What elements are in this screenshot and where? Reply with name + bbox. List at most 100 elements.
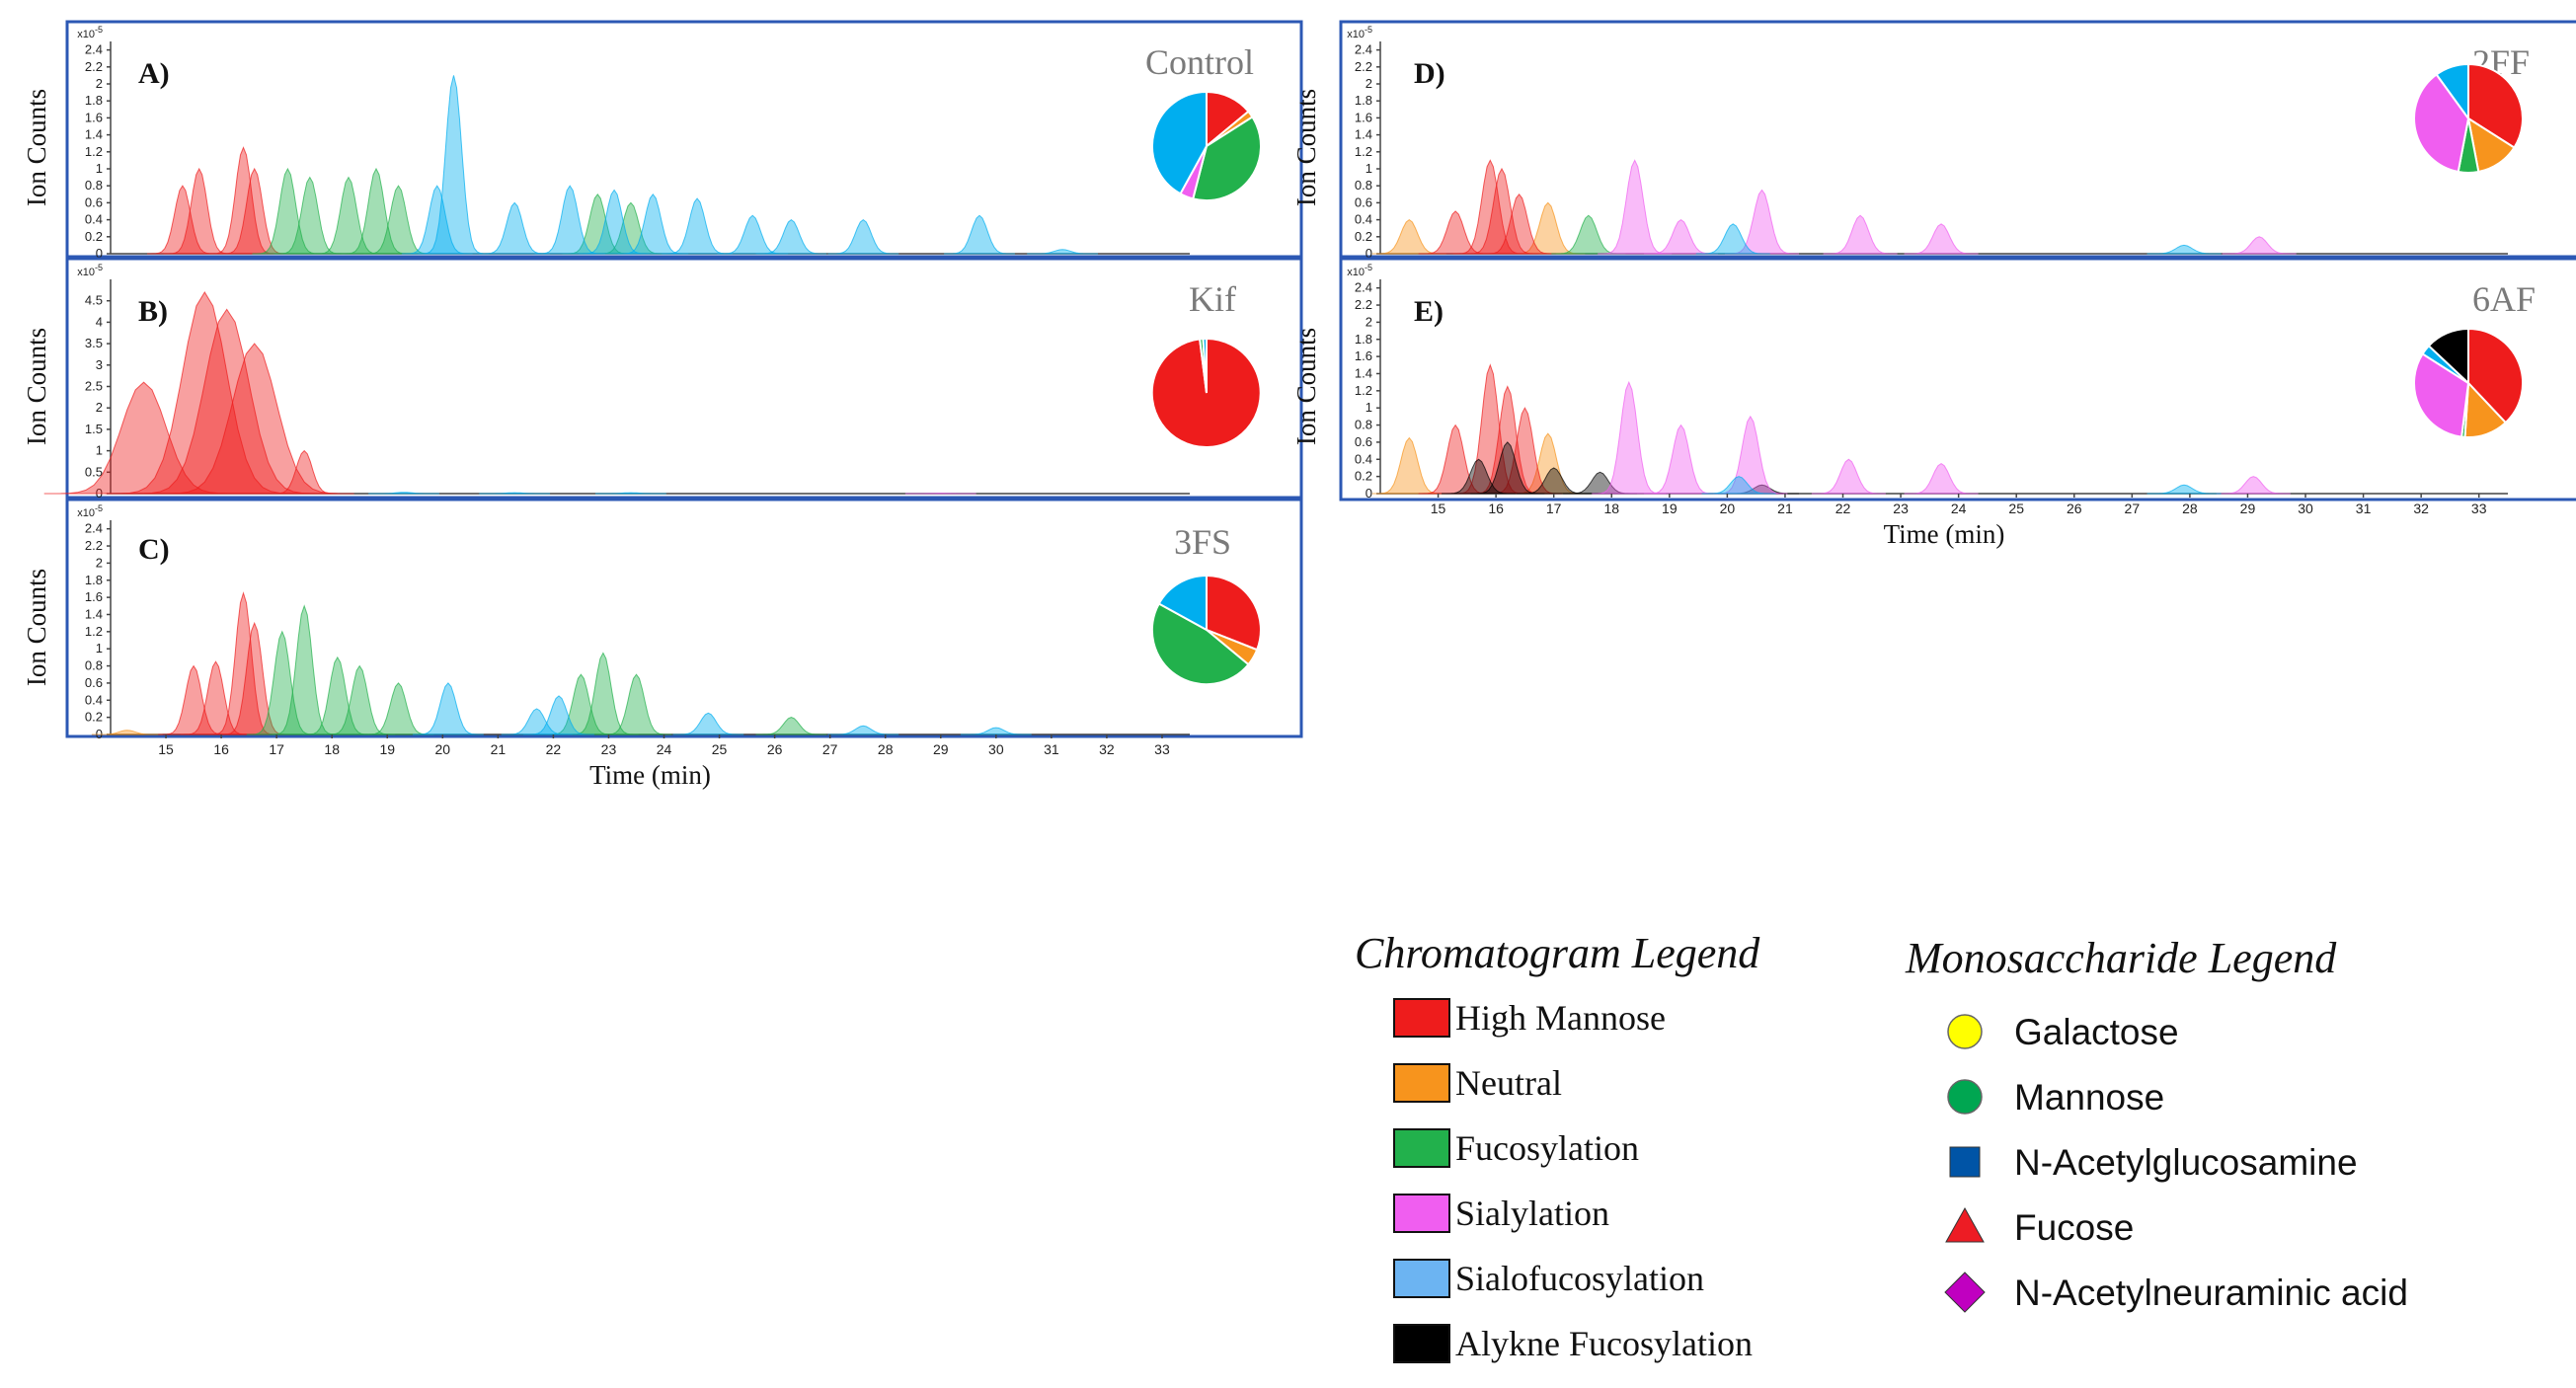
y-tick-label: 1: [1366, 161, 1372, 176]
chromatogram-peaks: [1371, 363, 2291, 495]
series-sialofucosylation: [413, 682, 1032, 735]
x-tick-label: 19: [1662, 501, 1678, 516]
y-tick-label: 1: [96, 161, 103, 176]
chromatogram-legend-item-neutral: Neutral: [1393, 1063, 1562, 1103]
chromatogram-peaks: [43, 291, 976, 495]
x-axis-label: Time (min): [1884, 519, 2005, 549]
monosaccharide-legend-item-mannose: Mannose: [1947, 1077, 2164, 1118]
y-tick-label: 1.8: [1355, 332, 1372, 347]
panel-letter: A): [138, 57, 170, 90]
legend-label: Fucose: [2014, 1207, 2134, 1248]
chromatogram-legend-item-fucosylation: Fucosylation: [1393, 1128, 1639, 1168]
peak: [1904, 223, 1979, 255]
chromatogram-legend-item-sialylation: Sialylation: [1393, 1194, 1609, 1233]
y-tick-label: 0.8: [1355, 178, 1372, 193]
y-axis-label: Ion Counts: [22, 569, 51, 686]
x-tick-label: 18: [324, 741, 340, 757]
x-axis-label: Time (min): [589, 760, 711, 790]
series-fucosylation: [246, 604, 827, 735]
legend-swatch: [1393, 1194, 1450, 1233]
peak: [2222, 236, 2297, 255]
y-exponent-label: x10-5: [77, 25, 103, 40]
panel-frame: [65, 498, 1303, 738]
y-tick-label: 0: [96, 246, 103, 261]
peak: [662, 197, 734, 255]
peak: [755, 717, 827, 735]
galactose-circle-icon: [1947, 1014, 1983, 1049]
pie-slice-high-mannose: [2467, 327, 2524, 424]
y-tick-label: 0.4: [1355, 451, 1372, 466]
y-tick-label: 0.2: [1355, 469, 1372, 484]
panel-letter: B): [138, 295, 168, 328]
legend-swatch: [1393, 1259, 1450, 1298]
y-tick-label: 0.5: [85, 464, 103, 479]
series-high-mannose: [146, 146, 290, 255]
legend-swatch: [1393, 1324, 1450, 1363]
peak: [944, 214, 1015, 255]
y-axis-label: Ion Counts: [22, 89, 51, 206]
peak: [827, 218, 899, 255]
peak: [672, 712, 744, 735]
y-tick-label: 0.4: [1355, 212, 1372, 227]
monosaccharide-legend-item-galactose: Galactose: [1947, 1012, 2179, 1052]
y-exponent-label: x10-5: [77, 263, 103, 278]
y-tick-label: 0.8: [1355, 418, 1372, 432]
y-tick-label: 1.6: [1355, 348, 1372, 363]
y-tick-label: 1: [96, 641, 103, 655]
y-tick-label: 1.2: [85, 624, 103, 639]
pie-slice-sialofucosylation: [1151, 90, 1208, 195]
peak: [755, 218, 827, 255]
x-tick-label: 33: [2471, 501, 2487, 516]
x-tick-label: 23: [1893, 501, 1909, 516]
x-tick-label: 30: [2298, 501, 2313, 516]
mannose-circle-icon: [1947, 1079, 1983, 1115]
x-tick-label: 28: [878, 741, 894, 757]
chromatogram-legend: Chromatogram Legend High Mannose Neutral F…: [1355, 929, 1760, 1363]
y-exponent-label: x10-5: [1347, 25, 1372, 40]
monosaccharide-legend-item-n-acetylglucosamine: N-Acetylglucosamine: [1949, 1142, 2358, 1183]
condition-label: Kif: [1189, 279, 1236, 319]
y-tick-label: 0.8: [85, 178, 103, 193]
monosaccharide-legend: Monosaccharide Legend Galactose Mannose N-…: [1905, 934, 2408, 1313]
chromatogram-legend-title: Chromatogram Legend: [1355, 929, 1760, 977]
panel-letter: E): [1414, 295, 1444, 328]
series-alkyne-fucosylation: [1442, 441, 1799, 495]
y-exponent-label: x10-5: [1347, 263, 1372, 278]
peak: [269, 449, 341, 495]
legend-label: Sialofucosylation: [1455, 1259, 1704, 1298]
y-tick-label: 0.6: [85, 675, 103, 690]
y-tick-label: 2: [1366, 76, 1372, 91]
n-acetylglucosamine-square-icon: [1949, 1146, 1981, 1178]
y-exponent-label: x10-5: [77, 503, 103, 519]
panel-letter: C): [138, 533, 170, 566]
y-tick-label: 1.6: [85, 589, 103, 604]
x-tick-label: 17: [269, 741, 284, 757]
condition-label: Control: [1145, 42, 1254, 82]
chromatogram-peaks: [91, 591, 1032, 735]
peak: [1811, 458, 1886, 495]
peak: [2216, 476, 2291, 495]
panel-letter: D): [1414, 57, 1445, 90]
legend-swatch: [1393, 1063, 1450, 1103]
y-tick-label: 2.4: [85, 521, 103, 536]
chromatogram-peaks: [146, 75, 1098, 255]
x-tick-label: 27: [822, 741, 838, 757]
y-tick-label: 1.4: [85, 606, 103, 621]
y-tick-label: 1.4: [1355, 365, 1372, 380]
legend-label: Fucosylation: [1455, 1128, 1639, 1168]
peak: [1713, 415, 1788, 495]
y-tick-label: 1.2: [85, 144, 103, 159]
peak: [1904, 462, 1979, 495]
y-tick-label: 2.2: [1355, 59, 1372, 74]
peak: [1695, 223, 1770, 255]
peak: [1371, 436, 1446, 495]
y-tick-label: 2.2: [85, 538, 103, 553]
x-tick-label: 30: [988, 741, 1004, 757]
y-tick-label: 2.5: [85, 379, 103, 394]
panel-frame: [1339, 20, 2576, 259]
condition-label: 6AF: [2472, 279, 2536, 319]
peak: [1823, 214, 1898, 255]
pie-chart: [1150, 574, 1262, 686]
panel-d: 0 0.2 0.4 0.60.8 1 1.2 1.4 1.6 1.8 2 2.2 2.4 x10-5 Io…: [1291, 20, 2576, 261]
